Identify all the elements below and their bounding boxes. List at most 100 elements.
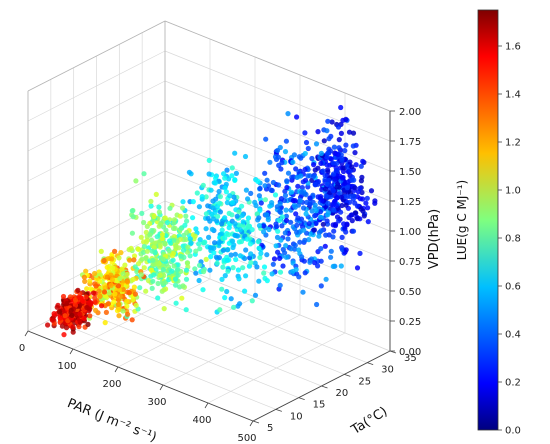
data-point bbox=[257, 185, 263, 192]
data-point bbox=[138, 272, 144, 278]
data-point bbox=[222, 175, 228, 181]
y-tick-label: 20 bbox=[336, 388, 349, 399]
data-point bbox=[306, 237, 312, 243]
data-point bbox=[148, 198, 154, 204]
data-point bbox=[339, 202, 345, 209]
data-point bbox=[252, 292, 259, 298]
data-point bbox=[206, 234, 212, 240]
data-point bbox=[328, 254, 334, 260]
data-point bbox=[224, 288, 230, 295]
data-point bbox=[144, 248, 150, 254]
data-point bbox=[137, 285, 143, 291]
x-tick-mark bbox=[24, 330, 29, 337]
data-point bbox=[307, 202, 313, 208]
colorbar-tick-label: 0.4 bbox=[505, 330, 521, 341]
data-point bbox=[155, 261, 161, 267]
data-point bbox=[288, 219, 294, 225]
data-point bbox=[261, 270, 267, 276]
data-point bbox=[312, 202, 318, 208]
data-point bbox=[96, 288, 102, 294]
data-point bbox=[264, 212, 270, 218]
data-point bbox=[322, 243, 328, 249]
data-point bbox=[150, 257, 156, 263]
data-point bbox=[122, 262, 128, 268]
data-point bbox=[255, 178, 261, 184]
data-point bbox=[216, 255, 222, 261]
data-point bbox=[166, 248, 172, 254]
pane-edge bbox=[27, 20, 166, 92]
y-tick-label: 5 bbox=[267, 423, 273, 434]
data-point bbox=[285, 170, 292, 176]
data-point bbox=[224, 257, 230, 263]
x-tick-label: 300 bbox=[147, 397, 166, 408]
data-point bbox=[180, 247, 187, 253]
data-point bbox=[264, 252, 270, 258]
data-point bbox=[312, 167, 318, 173]
data-point bbox=[297, 239, 303, 245]
data-point bbox=[277, 282, 283, 288]
data-point bbox=[256, 245, 262, 251]
data-point bbox=[331, 207, 337, 213]
data-point bbox=[232, 177, 238, 183]
data-point bbox=[309, 208, 315, 214]
data-point bbox=[275, 154, 281, 160]
data-point bbox=[333, 221, 339, 227]
data-point bbox=[363, 200, 369, 206]
data-point bbox=[244, 236, 250, 242]
data-point bbox=[111, 299, 117, 305]
data-point bbox=[184, 218, 190, 224]
data-point bbox=[232, 251, 238, 257]
data-point bbox=[219, 221, 225, 227]
data-point bbox=[236, 276, 242, 282]
data-point bbox=[279, 223, 285, 229]
data-point bbox=[190, 215, 196, 221]
data-point bbox=[156, 209, 162, 215]
data-point bbox=[315, 263, 321, 269]
data-point bbox=[148, 203, 154, 209]
data-point bbox=[350, 130, 357, 136]
data-point bbox=[57, 315, 63, 321]
data-point bbox=[349, 164, 355, 170]
data-point bbox=[364, 195, 370, 201]
data-point bbox=[207, 245, 213, 251]
y-tick-label: 35 bbox=[404, 353, 417, 364]
data-point bbox=[208, 254, 214, 260]
data-point bbox=[292, 204, 298, 210]
data-point bbox=[343, 229, 349, 235]
data-point bbox=[141, 171, 147, 177]
data-point bbox=[343, 116, 349, 122]
data-point bbox=[283, 213, 289, 219]
data-point bbox=[294, 229, 300, 235]
data-point bbox=[196, 204, 202, 210]
data-point bbox=[240, 219, 246, 225]
data-point bbox=[173, 282, 179, 288]
data-point bbox=[318, 160, 324, 166]
data-point bbox=[274, 147, 281, 154]
data-point bbox=[196, 277, 202, 284]
data-point bbox=[338, 130, 344, 136]
data-point bbox=[139, 256, 145, 262]
data-point bbox=[280, 263, 286, 269]
data-point bbox=[317, 214, 324, 220]
data-point bbox=[249, 298, 255, 304]
data-point bbox=[338, 194, 345, 200]
data-point bbox=[239, 203, 245, 209]
data-point bbox=[229, 173, 235, 179]
data-point bbox=[353, 162, 359, 168]
data-point bbox=[63, 325, 70, 331]
data-point bbox=[310, 173, 317, 179]
data-point bbox=[318, 246, 324, 252]
data-point bbox=[106, 290, 112, 296]
colorbar-tick-label: 1.4 bbox=[505, 90, 521, 101]
data-point bbox=[247, 241, 253, 247]
data-point bbox=[277, 269, 284, 275]
x-tick-label: 0 bbox=[19, 343, 25, 354]
data-point bbox=[82, 278, 88, 284]
data-point bbox=[129, 230, 135, 236]
data-point bbox=[116, 255, 122, 261]
data-point bbox=[242, 255, 248, 262]
data-point bbox=[131, 253, 138, 259]
data-point bbox=[248, 190, 254, 196]
data-point bbox=[188, 240, 194, 246]
